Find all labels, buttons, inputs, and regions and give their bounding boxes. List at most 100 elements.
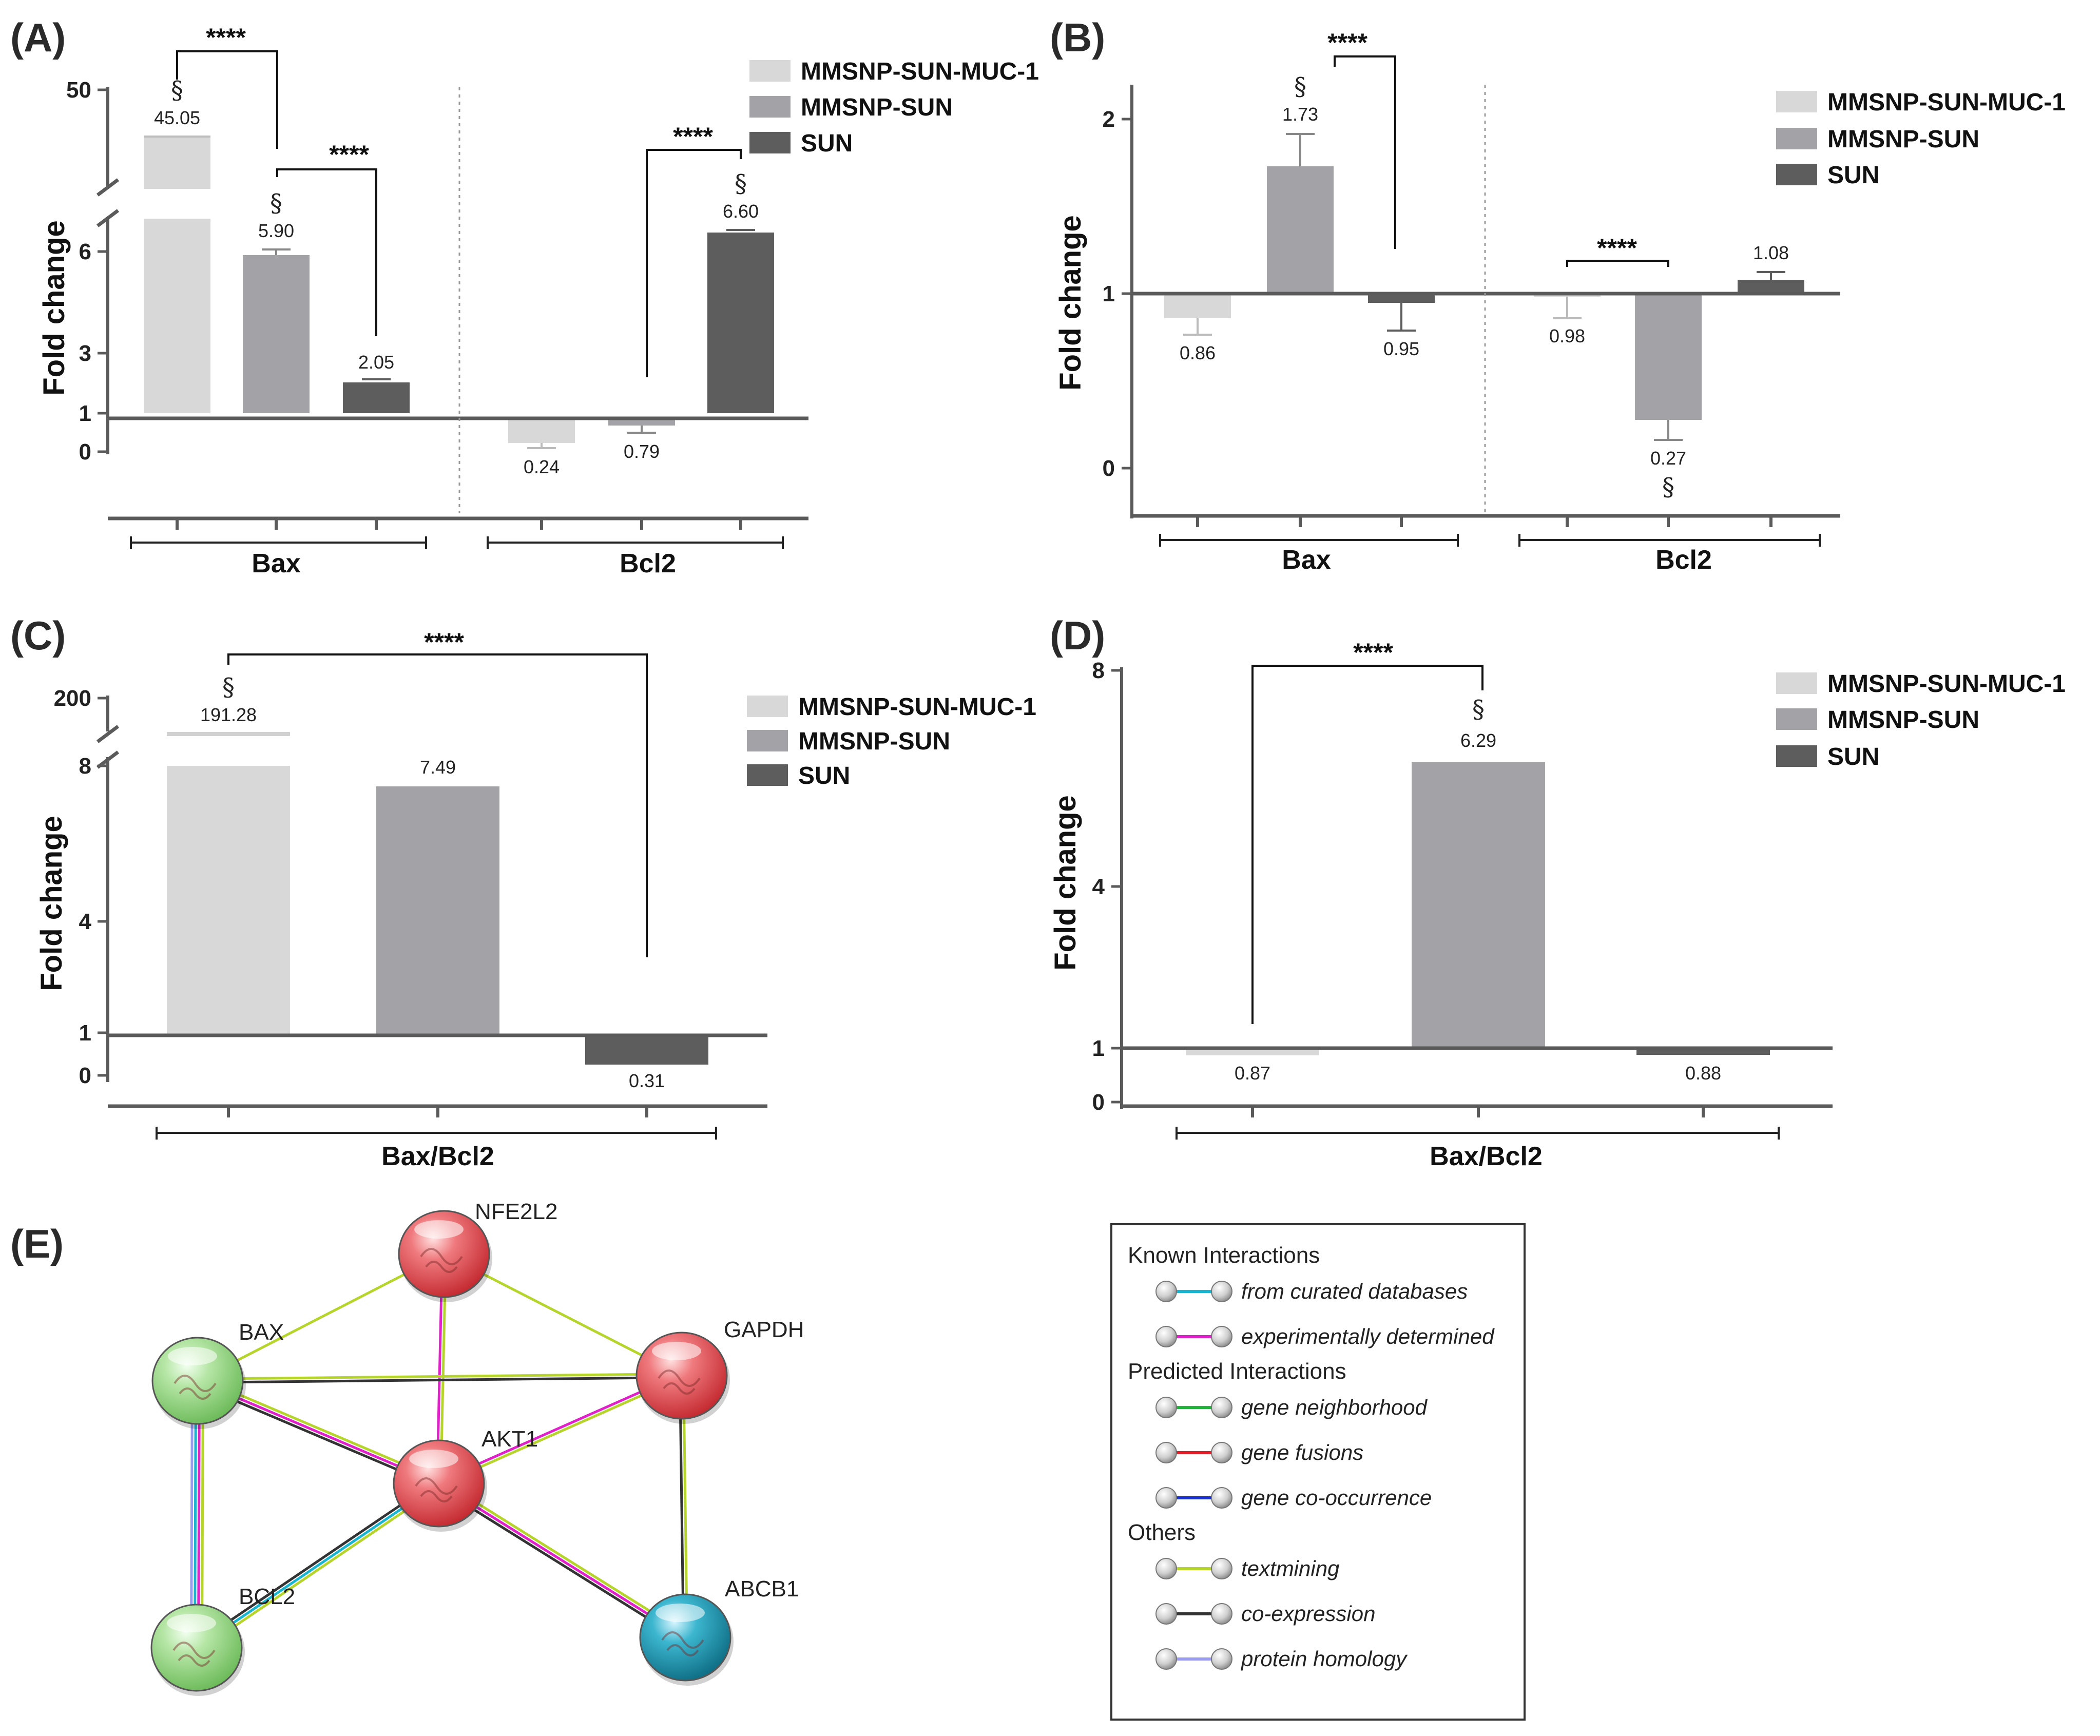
node-label-gapdh: GAPDH — [724, 1317, 804, 1342]
panel-b-sig-bracket-1 — [1334, 55, 1396, 249]
panel-d-ylabel: Fold change — [1049, 795, 1082, 971]
panel-d-ytick-label-4: 4 — [1092, 874, 1105, 899]
node-gapdh[interactable]: GAPDH — [635, 1317, 804, 1424]
panel-d-ytick-label-0: 0 — [1092, 1090, 1105, 1115]
panel-c-legend-swatch-1 — [747, 696, 788, 717]
node-highlight — [409, 1450, 458, 1468]
panel-a-value-bax-mmsnp-sun: 5.90 — [258, 220, 294, 241]
panel-a: (A) Fold change 50 6 3 1 0 — [10, 15, 1039, 578]
panel-a-legend-label-2: MMSNP-SUN — [801, 94, 953, 121]
node-nfe2l2[interactable]: NFE2L2 — [398, 1199, 557, 1302]
panel-b-ytick-label-0: 0 — [1103, 456, 1115, 481]
panel-c-legend-label-1: MMSNP-SUN-MUC-1 — [798, 693, 1036, 721]
panel-a-ytick-label-0: 0 — [79, 439, 91, 465]
panel-d-group-bracket — [1176, 1127, 1780, 1140]
network-legend: Known Interactions from curated databases… — [1110, 1223, 1526, 1721]
node-label-bax: BAX — [239, 1320, 284, 1345]
panel-d-mark-mmsnp-sun: § — [1472, 695, 1485, 724]
panel-a-ylabel: Fold change — [37, 220, 71, 396]
panel-c-ylabel: Fold change — [35, 816, 68, 991]
node-highlight — [652, 1342, 701, 1360]
panel-b-bar-bcl2-mmsnp-sun — [1635, 294, 1702, 420]
panel-c-legend-swatch-2 — [747, 730, 788, 751]
legend-heading: Others — [1128, 1520, 1196, 1545]
panel-c-ytick-label-8: 8 — [79, 754, 91, 779]
panel-c: (C) Fold change 200 8 4 1 0 191.28 § 7.4… — [10, 613, 1036, 1171]
panel-b-legend-swatch-3 — [1776, 164, 1817, 185]
panel-d-xlabel: Bax/Bcl2 — [1430, 1142, 1543, 1171]
panel-a-bar-bax-mmsnp-sun — [243, 255, 310, 413]
legend-node-icon — [1155, 1558, 1177, 1579]
legend-heading: Known Interactions — [1128, 1243, 1320, 1268]
legend-item-label: from curated databases — [1241, 1279, 1468, 1303]
panel-c-sig-bracket — [227, 653, 648, 957]
panel-a-xlabel-bcl2: Bcl2 — [620, 549, 676, 578]
node-bcl2[interactable]: BCL2 — [150, 1584, 295, 1696]
panel-d-value-sun: 0.88 — [1685, 1063, 1721, 1084]
panel-c-legend: MMSNP-SUN-MUC-1 MMSNP-SUN SUN — [747, 693, 1036, 789]
legend-node-icon — [1155, 1487, 1177, 1509]
protein-structure-icon — [415, 1477, 458, 1502]
panel-b-ylabel: Fold change — [1054, 215, 1087, 391]
protein-structure-icon — [174, 1375, 217, 1400]
edge-akt1-bcl2-textmining — [198, 1485, 442, 1652]
panel-b-bar-bax-sun — [1368, 294, 1435, 303]
node-label-abcb1: ABCB1 — [725, 1576, 799, 1602]
node-highlight — [656, 1604, 705, 1622]
edge-akt1-bcl2-from-curated-databases — [196, 1482, 440, 1649]
legend-node-icon — [1211, 1326, 1232, 1347]
panel-c-legend-swatch-3 — [747, 764, 788, 786]
legend-item-label: textmining — [1241, 1556, 1339, 1580]
panel-a-value-bcl2-sun: 6.60 — [723, 201, 759, 222]
panel-b-mark-bcl2-mmsnp-sun: § — [1662, 473, 1674, 501]
panel-b-sig-stars-2: **** — [1597, 234, 1637, 262]
edge-akt1-abcb1-co-expression — [436, 1485, 684, 1642]
node-bax[interactable]: BAX — [151, 1320, 284, 1429]
panel-a-legend-label-1: MMSNP-SUN-MUC-1 — [801, 58, 1039, 85]
panel-a-letter: (A) — [10, 15, 66, 60]
panel-c-group-bracket — [156, 1127, 717, 1140]
panel-a-mark-bcl2-sun: § — [735, 169, 747, 198]
panel-b-legend: MMSNP-SUN-MUC-1 MMSNP-SUN SUN — [1776, 89, 2066, 189]
panel-d-legend-label-1: MMSNP-SUN-MUC-1 — [1827, 670, 2066, 698]
panel-b-legend-label-1: MMSNP-SUN-MUC-1 — [1827, 89, 2066, 116]
panel-a-sig-stars-3: **** — [673, 122, 713, 151]
panel-b-bar-bcl2-sun — [1738, 280, 1804, 294]
panel-b-bar-bax-mmsnp-sun — [1267, 166, 1334, 294]
legend-node-icon — [1211, 1648, 1232, 1670]
node-highlight — [414, 1220, 464, 1239]
panel-a-mark-bax-mmsnp-sun: § — [270, 189, 282, 218]
node-highlight — [167, 1614, 216, 1632]
panel-b-xlabel-bax: Bax — [1282, 545, 1331, 575]
panel-c-axis-break-top — [96, 725, 120, 743]
panel-d-legend-label-2: MMSNP-SUN — [1827, 706, 1979, 734]
panel-b-group-bracket-bcl2 — [1518, 534, 1821, 547]
node-abcb1[interactable]: ABCB1 — [639, 1576, 799, 1686]
panel-d-bar-mmsnp-sun — [1412, 762, 1545, 1048]
panel-c-legend-label-3: SUN — [798, 762, 850, 789]
panel-b-group-bracket-bax — [1159, 534, 1459, 547]
panel-d-legend-label-3: SUN — [1827, 743, 1879, 770]
node-label-akt1: AKT1 — [481, 1426, 538, 1452]
legend-node-icon — [1155, 1326, 1177, 1347]
protein-structure-icon — [658, 1369, 701, 1395]
panel-c-mark-muc1: § — [222, 673, 235, 702]
panel-b-value-bcl2-sun: 1.08 — [1753, 242, 1789, 263]
legend-item-label: experimentally determined — [1241, 1324, 1495, 1348]
panel-a-value-bax-sun: 2.05 — [358, 352, 394, 373]
panel-c-value-muc1: 191.28 — [200, 704, 257, 725]
panel-b-xlabel-bcl2: Bcl2 — [1655, 545, 1712, 575]
node-akt1[interactable]: AKT1 — [393, 1426, 538, 1532]
panel-b-value-bax-sun: 0.95 — [1383, 338, 1419, 359]
panel-c-legend-label-2: MMSNP-SUN — [798, 728, 950, 755]
panel-c-bar-mmsnp-sun-muc1 — [167, 766, 290, 1035]
panel-c-value-sun: 0.31 — [629, 1070, 665, 1091]
legend-item-label: co-expression — [1241, 1602, 1375, 1626]
network-legend-entries: Known Interactions from curated databases… — [1128, 1243, 1495, 1671]
panel-b-value-bax-mmsnp-sun: 1.73 — [1282, 104, 1318, 125]
network-nodes: NFE2L2 BAX GAPDH AKT1 BCL2 ABCB1 — [150, 1199, 804, 1696]
panel-e: (E) NFE2L2 BAX GAPDH AKT1 BCL2 ABCB1 — [10, 1199, 804, 1696]
legend-node-icon — [1211, 1487, 1232, 1509]
legend-node-icon — [1155, 1603, 1177, 1625]
